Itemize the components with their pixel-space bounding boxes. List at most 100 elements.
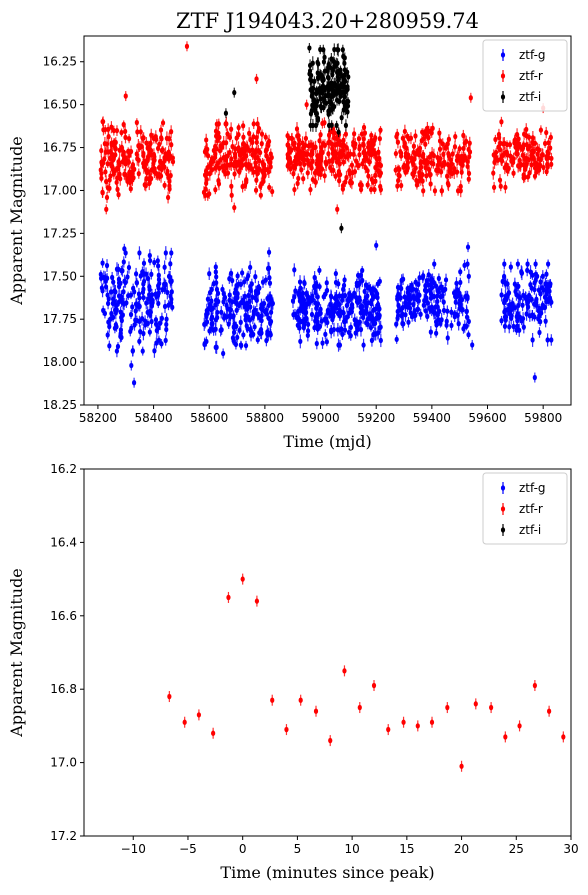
data-point (254, 131, 259, 144)
bottom-axes: −10 −5 0 5 10 15 20 25 30 16.2 16.4 16.6 16.8 17.0 17.… (50, 462, 578, 856)
data-point (405, 160, 410, 171)
data-point (434, 319, 439, 331)
data-point (232, 168, 237, 180)
legend-frame (482, 39, 568, 112)
data-point (267, 183, 272, 192)
data-point (159, 339, 164, 349)
data-point (164, 323, 169, 336)
data-point (325, 60, 331, 75)
data-point (515, 258, 520, 270)
data-point (254, 595, 260, 607)
data-point (533, 270, 538, 279)
data-point (308, 83, 313, 97)
data-point (289, 133, 294, 144)
data-point (104, 192, 110, 203)
data-point (321, 74, 326, 84)
legend-item: ztf-r (500, 502, 543, 516)
data-point (257, 328, 262, 337)
data-point (149, 269, 154, 280)
data-point (399, 180, 404, 192)
data-point (444, 316, 449, 326)
data-point (167, 691, 172, 703)
data-point (313, 177, 318, 187)
data-point (287, 144, 292, 154)
data-point (100, 258, 105, 268)
data-point (324, 337, 329, 347)
data-point (305, 329, 310, 342)
data-point (216, 126, 221, 140)
data-point (460, 303, 465, 317)
data-point (214, 276, 219, 289)
data-point (131, 377, 137, 388)
data-point (310, 175, 315, 184)
data-point (547, 705, 552, 717)
data-point (322, 85, 327, 95)
data-point (352, 165, 358, 178)
data-point (155, 143, 161, 154)
data-point (340, 328, 345, 341)
data-point (435, 164, 440, 177)
data-point (227, 296, 232, 305)
legend-item: ztf-g (500, 48, 546, 62)
data-point (530, 332, 535, 347)
data-point (507, 140, 513, 149)
data-point (312, 323, 317, 332)
data-point (355, 322, 360, 337)
top-x-axis-label: Time (mjd) (283, 432, 371, 451)
data-point (301, 173, 306, 185)
data-point (263, 163, 268, 177)
data-point (223, 168, 228, 179)
data-point (526, 133, 532, 142)
data-point (361, 310, 366, 324)
data-point (129, 324, 134, 333)
data-point (431, 307, 436, 317)
data-point (341, 77, 346, 88)
data-point (401, 716, 406, 728)
data-point (201, 186, 207, 199)
data-point (357, 148, 362, 161)
y-tick-label: 16.50 (43, 98, 77, 112)
legend-label: ztf-i (519, 523, 541, 537)
data-point (540, 300, 545, 310)
data-point (431, 159, 436, 169)
data-point (367, 157, 372, 167)
data-point (521, 320, 526, 334)
data-point (505, 278, 510, 290)
data-point (270, 297, 275, 310)
data-point (532, 372, 537, 383)
data-point (418, 159, 423, 168)
data-point (101, 157, 106, 169)
data-point (240, 573, 245, 585)
data-point (132, 319, 137, 331)
data-point (538, 317, 543, 327)
data-point (128, 310, 134, 320)
data-point (162, 181, 167, 190)
data-point (534, 293, 539, 306)
data-point (369, 173, 374, 185)
data-point (123, 91, 128, 102)
data-point (121, 120, 126, 129)
data-point (166, 300, 171, 311)
data-point (503, 731, 508, 743)
data-point (149, 128, 154, 142)
data-point (376, 146, 381, 158)
data-point (378, 333, 383, 348)
data-point (421, 184, 426, 197)
data-point (352, 127, 357, 141)
data-point (491, 181, 497, 193)
data-point (308, 149, 314, 161)
data-point (360, 158, 365, 169)
data-point (156, 321, 161, 335)
data-point (354, 316, 360, 328)
data-point (162, 299, 168, 314)
data-point (123, 150, 128, 165)
data-point (128, 145, 134, 158)
data-point (104, 204, 109, 215)
data-point (412, 293, 417, 304)
data-point (213, 185, 218, 195)
data-point (342, 52, 347, 64)
data-point (254, 287, 259, 297)
data-point (546, 259, 551, 269)
data-point (308, 119, 313, 132)
